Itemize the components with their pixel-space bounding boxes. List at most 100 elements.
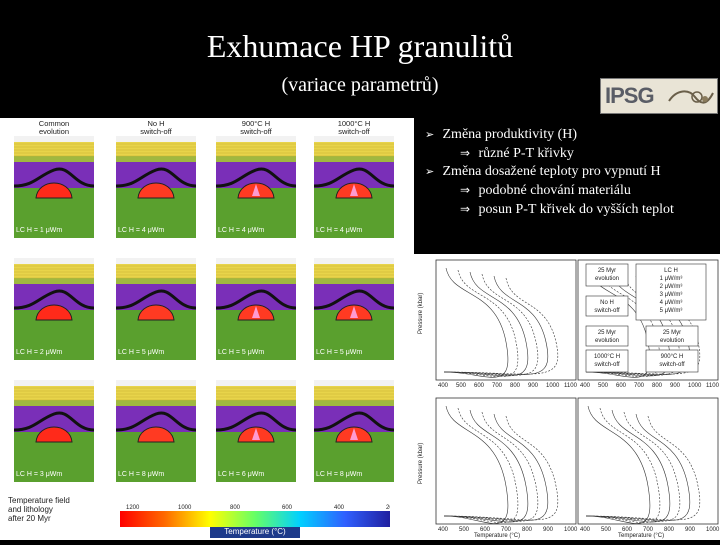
pt-panel-frame (577, 397, 719, 525)
panel-heat-label: LC H = 8 μWm (316, 471, 363, 478)
x-tick-label: 400 (580, 383, 591, 389)
x-tick-label: 600 (474, 383, 485, 389)
column-header-line: 1000°C H (337, 119, 371, 128)
panel-heat-label: LC H = 8 μWm (118, 471, 165, 478)
legend-text: 25 Myr (598, 330, 616, 336)
legend-text: switch-off (594, 308, 620, 314)
column-header: Common evolution (14, 120, 94, 136)
x-tick-label: 700 (643, 527, 654, 533)
x-tick-label: 400 (438, 383, 449, 389)
thermal-panel: LC H = 6 μWm (216, 380, 296, 482)
pt-paths-figure: 400 500 600 700 800 900 1000 1100 400 500 600 700 80… (414, 254, 720, 540)
x-tick-label: 900 (528, 383, 539, 389)
pt-path-curve (443, 409, 529, 523)
panel-heat-label: LC H = 5 μWm (316, 349, 363, 356)
pt-path-curve (443, 277, 559, 375)
thermal-panel: LC H = 4 μWm (314, 136, 394, 238)
colorbar-ticks: 1200 1000 800 600 400 200 (126, 505, 390, 510)
column-header-line: evolution (38, 127, 70, 136)
panel-heat-label: LC H = 4 μWm (118, 227, 165, 234)
x-tick-label: 800 (664, 527, 675, 533)
pt-legend-box: 25 Myr evolution (585, 263, 629, 287)
ipsg-logo: IPSG (600, 78, 718, 114)
x-tick-label: 700 (501, 527, 512, 533)
x-tick-label: 800 (510, 383, 521, 389)
column-header-line: Common (38, 119, 70, 128)
logo-text: IPSG (605, 83, 655, 108)
y-axis-label: Pressure (kbar) (418, 443, 424, 484)
x-tick-label: 1000 (564, 527, 578, 533)
x-tick-label: 800 (522, 527, 533, 533)
x-tick-label: 1000 (546, 383, 560, 389)
slide-subtitle: (variace parametrů) (281, 74, 439, 96)
legend-text: evolution (660, 338, 684, 344)
pt-legend-box: 1000°C H switch-off (585, 349, 629, 373)
pt-path-curve (585, 413, 691, 521)
pt-path-curve (585, 409, 671, 523)
implies-icon: ⇒ (459, 202, 471, 216)
x-tick-label: 700 (634, 383, 645, 389)
colorbar-tick-label: 800 (230, 505, 241, 510)
legend-text: LC H (664, 268, 678, 274)
pt-legend-box: 25 Myr evolution (585, 325, 629, 347)
pt-path-curve (443, 269, 519, 377)
panel-heat-label: LC H = 4 μWm (218, 227, 265, 234)
x-tick-label: 400 (580, 527, 591, 533)
implies-icon: ⇒ (459, 183, 471, 197)
sub-bullet-item: ⇒ různé P-T křivky (425, 144, 719, 163)
x-tick-label: 400 (438, 527, 449, 533)
pt-path-curve (443, 275, 549, 375)
legend-text: 25 Myr (663, 330, 681, 336)
colorbar-tick-label: 1200 (126, 505, 140, 510)
x-tick-label: 1100 (706, 383, 720, 389)
arrow-bullet-icon: ➢ (425, 128, 435, 141)
column-header-line: 900°C H (241, 119, 271, 128)
implies-icon: ⇒ (459, 146, 471, 160)
y-axis-label: Pressure (kbar) (418, 293, 424, 334)
legend-text: switch-off (594, 362, 620, 368)
thermal-panel: LC H = 1 μWm (14, 136, 94, 238)
x-tick-label: 600 (622, 527, 633, 533)
sub-bullet-text: podobné chování materiálu (478, 183, 631, 198)
thermal-panel: LC H = 8 μWm (314, 380, 394, 482)
column-header-line: switch-off (240, 127, 272, 136)
x-tick-label: 500 (456, 383, 467, 389)
x-tick-label: 1000 (688, 383, 702, 389)
legend-text: switch-off (659, 362, 685, 368)
panel-heat-label: LC H = 2 μWm (16, 349, 63, 356)
thermal-panel: LC H = 5 μWm (314, 258, 394, 360)
legend-text: 1000°C H (594, 354, 620, 360)
legend-text: 4 μW/m³ (660, 300, 683, 306)
thermal-panel: LC H = 8 μWm (116, 380, 196, 482)
x-tick-label: 600 (480, 527, 491, 533)
pt-path-curve (443, 407, 519, 523)
legend-text: 1 μW/m³ (660, 276, 683, 282)
caption-line: and lithology (8, 505, 53, 514)
thermal-model-figure: Temperature field and lithology after 20… (0, 118, 414, 540)
panel-heat-label: LC H = 5 μWm (118, 349, 165, 356)
x-tick-label: 500 (601, 527, 612, 533)
bullet-item: ➢ Změna dosažené teploty pro vypnutí H (425, 163, 719, 181)
temperature-colorbar (120, 511, 390, 527)
x-axis-label: Temperature (°C) (474, 533, 520, 539)
arrow-bullet-icon: ➢ (425, 165, 435, 178)
panel-heat-label: LC H = 3 μWm (16, 471, 63, 478)
pt-path-curve (585, 405, 651, 524)
legend-text: evolution (595, 338, 619, 344)
bullet-item: ➢ Změna produktivity (H) (425, 126, 719, 144)
legend-text: 5 μW/m³ (660, 308, 683, 314)
legend-text: 3 μW/m³ (660, 292, 683, 298)
pt-panel-frame (435, 259, 577, 381)
colorbar-tick-label: 200 (386, 505, 390, 510)
sub-bullet-text: různé P-T křivky (478, 146, 574, 161)
pt-panel-frame (577, 259, 719, 381)
panel-heat-label: LC H = 1 μWm (16, 227, 63, 234)
legend-text: 2 μW/m³ (660, 284, 683, 290)
pt-path-curve (585, 411, 681, 522)
legend-text: 25 Myr (598, 268, 616, 274)
figure-caption: Temperature field and lithology after 20… (8, 496, 70, 523)
panel-heat-label: LC H = 6 μWm (218, 471, 265, 478)
caption-line: Temperature field (8, 496, 70, 505)
x-tick-label: 1000 (706, 527, 720, 533)
